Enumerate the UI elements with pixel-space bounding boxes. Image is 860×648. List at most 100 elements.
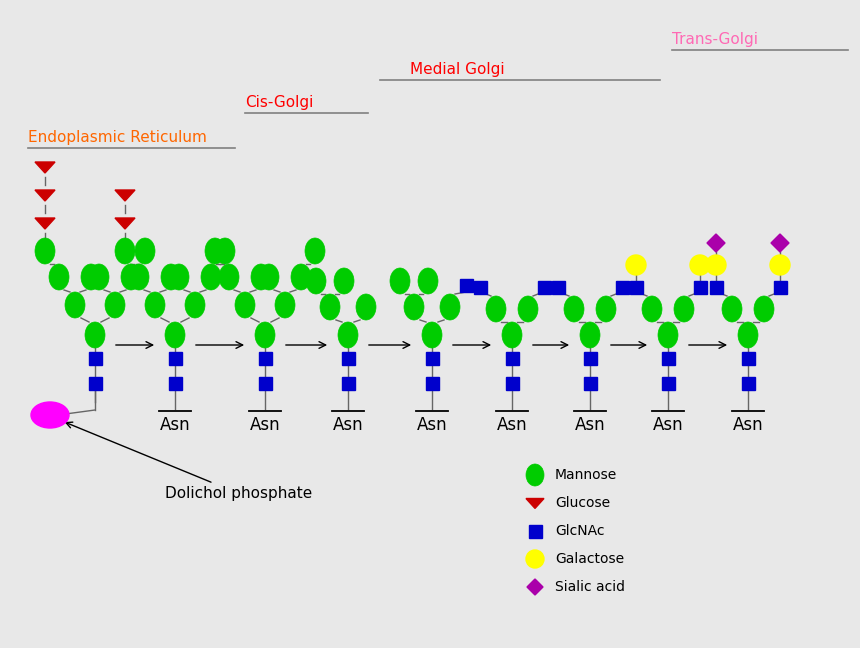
Ellipse shape xyxy=(486,296,506,322)
Ellipse shape xyxy=(422,322,442,348)
Ellipse shape xyxy=(35,238,55,264)
Bar xyxy=(661,351,674,364)
Circle shape xyxy=(770,255,790,275)
Text: Medial Golgi: Medial Golgi xyxy=(410,62,505,77)
Ellipse shape xyxy=(219,264,239,290)
Bar xyxy=(506,376,519,389)
Ellipse shape xyxy=(255,322,275,348)
Circle shape xyxy=(690,255,710,275)
Bar xyxy=(89,351,101,364)
Text: Asn: Asn xyxy=(249,416,280,434)
Ellipse shape xyxy=(320,294,340,320)
Ellipse shape xyxy=(418,268,438,294)
Circle shape xyxy=(526,550,544,568)
Ellipse shape xyxy=(65,292,85,318)
Text: Glucose: Glucose xyxy=(555,496,610,510)
Polygon shape xyxy=(115,218,135,229)
Ellipse shape xyxy=(169,264,189,290)
Text: Asn: Asn xyxy=(160,416,190,434)
Bar xyxy=(630,281,642,294)
Ellipse shape xyxy=(291,264,311,290)
Bar xyxy=(773,281,787,294)
Ellipse shape xyxy=(390,268,410,294)
Bar xyxy=(341,376,354,389)
Ellipse shape xyxy=(338,322,358,348)
Polygon shape xyxy=(526,498,544,509)
Text: Sialic acid: Sialic acid xyxy=(555,580,625,594)
Bar xyxy=(538,281,550,294)
Bar xyxy=(341,351,354,364)
Ellipse shape xyxy=(404,294,424,320)
Circle shape xyxy=(626,255,646,275)
Ellipse shape xyxy=(161,264,181,290)
Text: Asn: Asn xyxy=(733,416,764,434)
Bar xyxy=(583,376,597,389)
Text: Asn: Asn xyxy=(653,416,684,434)
Ellipse shape xyxy=(440,294,460,320)
Ellipse shape xyxy=(518,296,538,322)
Bar xyxy=(89,376,101,389)
Ellipse shape xyxy=(31,402,69,428)
Polygon shape xyxy=(707,234,725,252)
Text: Trans-Golgi: Trans-Golgi xyxy=(672,32,758,47)
Ellipse shape xyxy=(754,296,774,322)
Polygon shape xyxy=(115,190,135,201)
Bar xyxy=(459,279,472,292)
Bar xyxy=(169,351,181,364)
Ellipse shape xyxy=(185,292,205,318)
Bar xyxy=(661,376,674,389)
Bar xyxy=(710,281,722,294)
Ellipse shape xyxy=(674,296,694,322)
Ellipse shape xyxy=(49,264,69,290)
Ellipse shape xyxy=(596,296,616,322)
Ellipse shape xyxy=(658,322,678,348)
Ellipse shape xyxy=(115,238,135,264)
Bar xyxy=(741,376,754,389)
Bar xyxy=(529,524,542,537)
Bar xyxy=(169,376,181,389)
Polygon shape xyxy=(35,190,55,201)
Bar xyxy=(474,281,487,294)
Ellipse shape xyxy=(722,296,742,322)
Bar xyxy=(616,281,629,294)
Ellipse shape xyxy=(738,322,758,348)
Bar xyxy=(551,281,564,294)
Ellipse shape xyxy=(526,464,544,486)
Text: Dolichol phosphate: Dolichol phosphate xyxy=(66,422,312,501)
Ellipse shape xyxy=(105,292,125,318)
Ellipse shape xyxy=(121,264,141,290)
Ellipse shape xyxy=(85,322,105,348)
Text: Asn: Asn xyxy=(417,416,447,434)
Ellipse shape xyxy=(235,292,255,318)
Text: Mannose: Mannose xyxy=(555,468,617,482)
Bar xyxy=(741,351,754,364)
Text: Asn: Asn xyxy=(574,416,605,434)
Ellipse shape xyxy=(642,296,662,322)
Ellipse shape xyxy=(135,238,155,264)
Ellipse shape xyxy=(145,292,165,318)
Bar xyxy=(426,376,439,389)
Ellipse shape xyxy=(305,238,325,264)
Ellipse shape xyxy=(306,268,326,294)
Ellipse shape xyxy=(81,264,101,290)
Polygon shape xyxy=(35,162,55,173)
Ellipse shape xyxy=(259,264,279,290)
Ellipse shape xyxy=(201,264,221,290)
Text: Asn: Asn xyxy=(333,416,363,434)
Bar xyxy=(693,281,707,294)
Text: GlcNAc: GlcNAc xyxy=(555,524,605,538)
Text: Asn: Asn xyxy=(497,416,527,434)
Ellipse shape xyxy=(215,238,235,264)
Ellipse shape xyxy=(205,238,225,264)
Ellipse shape xyxy=(89,264,109,290)
Bar xyxy=(583,351,597,364)
Ellipse shape xyxy=(356,294,376,320)
Ellipse shape xyxy=(165,322,185,348)
Ellipse shape xyxy=(502,322,522,348)
Polygon shape xyxy=(35,218,55,229)
Bar xyxy=(426,351,439,364)
Text: Endoplasmic Reticulum: Endoplasmic Reticulum xyxy=(28,130,207,145)
Ellipse shape xyxy=(251,264,271,290)
Ellipse shape xyxy=(129,264,149,290)
Ellipse shape xyxy=(564,296,584,322)
